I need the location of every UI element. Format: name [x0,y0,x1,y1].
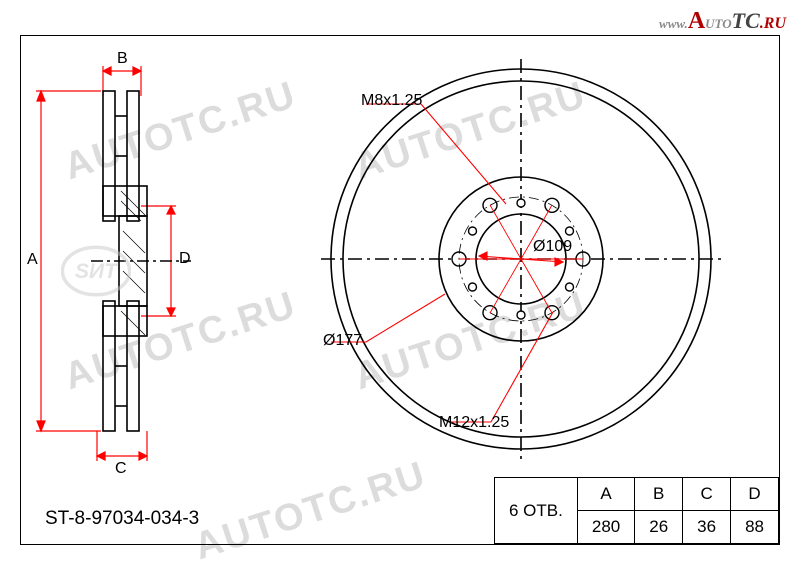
holes-cell: 6 ОТВ. [495,478,578,544]
td-a: 280 [577,511,634,544]
anno-m8: M8x1.25 [361,92,422,110]
td-b: 26 [635,511,683,544]
site-logo: www.AUTOTC.RU [659,8,786,35]
th-a: A [577,478,634,511]
dimension-table: 6 ОТВ. A B C D 280 26 36 88 [494,477,779,544]
anno-m12: M12x1.25 [439,414,509,432]
anno-d109: Ø109 [533,238,572,256]
th-b: B [635,478,683,511]
drawing-frame: A B C D M8x1.25 Ø109 Ø177 M12x1.25 ST-8-… [20,35,780,545]
front-view [311,44,751,484]
dim-a-label: A [27,251,38,269]
th-d: D [731,478,779,511]
th-c: C [683,478,731,511]
side-view [21,36,251,496]
dim-d-label: D [179,250,191,268]
part-number: ST-8-97034-034-3 [45,508,199,530]
anno-d177: Ø177 [323,332,362,350]
dim-b-label: B [117,50,128,68]
dim-c-label: C [115,460,127,478]
td-d: 88 [731,511,779,544]
td-c: 36 [683,511,731,544]
